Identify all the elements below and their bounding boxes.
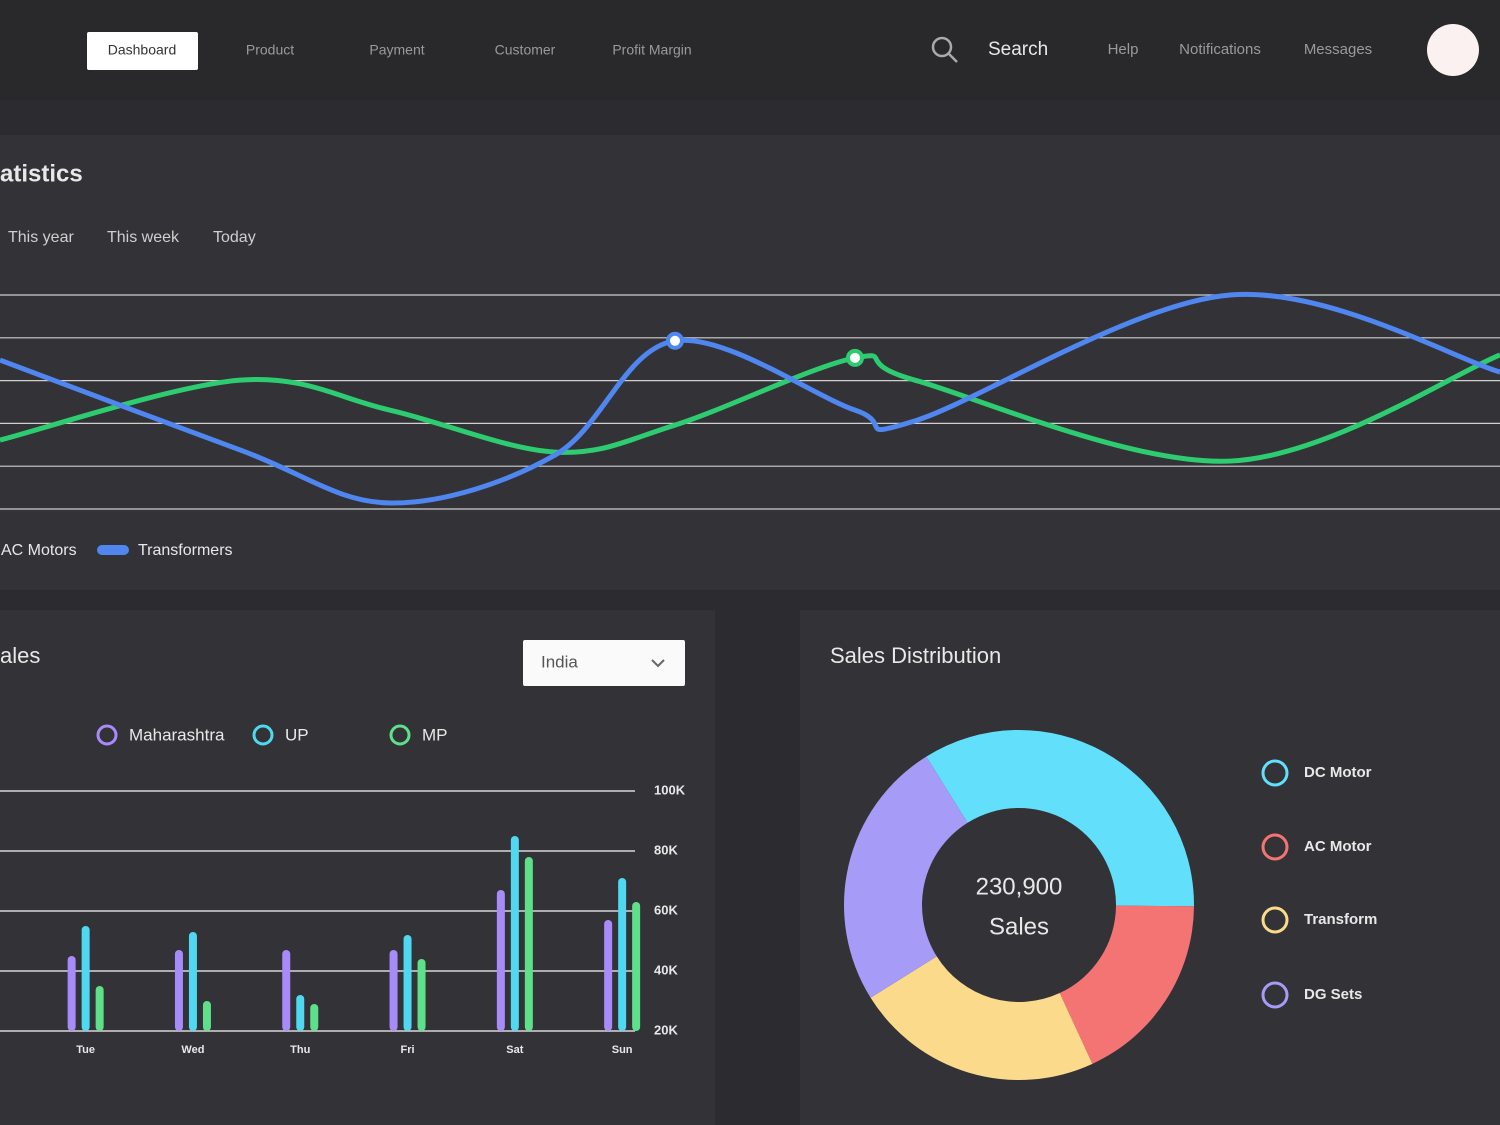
- dropdown[interactable]: [523, 640, 685, 686]
- y-tick-label: 80K: [654, 842, 678, 857]
- search[interactable]: Search: [988, 39, 1048, 60]
- bar: [174, 950, 183, 1031]
- legend-label: Transformers: [138, 542, 233, 559]
- legend-label: UP: [285, 725, 309, 744]
- tab[interactable]: This week: [107, 229, 180, 246]
- legend-marker: [1261, 759, 1289, 787]
- bar: [389, 950, 398, 1031]
- nav-link[interactable]: Messages: [1304, 41, 1372, 58]
- sales-panel: [0, 610, 715, 1125]
- y-tick-label: 40K: [654, 962, 678, 977]
- y-tick-label: 60K: [654, 902, 678, 917]
- bar: [524, 857, 533, 1031]
- legend-marker: [1261, 981, 1289, 1009]
- x-tick-label: Sun: [612, 1044, 633, 1056]
- legend-marker: [96, 724, 118, 746]
- donut-slice: [870, 956, 1093, 1080]
- nav-item[interactable]: Profit Margin: [612, 42, 691, 58]
- donut-slice: [843, 756, 968, 998]
- bar: [296, 995, 305, 1031]
- bar: [632, 902, 641, 1031]
- panel-title: Sales Distribution: [830, 643, 1001, 668]
- nav-item[interactable]: Customer: [495, 42, 556, 58]
- nav-item[interactable]: Product: [246, 42, 294, 58]
- bar: [417, 959, 426, 1031]
- x-tick-label: Thu: [290, 1044, 310, 1056]
- nav-link[interactable]: Help: [1108, 41, 1139, 58]
- bar: [67, 956, 76, 1031]
- y-tick-label: 100K: [654, 782, 686, 797]
- nav-active: [87, 32, 198, 70]
- donut-slice: [1059, 905, 1194, 1064]
- x-tick-label: Tue: [76, 1044, 95, 1056]
- line: [0, 352, 1500, 464]
- legend-swatch: [97, 545, 129, 555]
- tab[interactable]: This year: [8, 229, 74, 246]
- legend-label: DC Motor: [1304, 764, 1372, 781]
- center-text: Sales: [989, 913, 1049, 940]
- bar: [81, 926, 90, 1031]
- bar: [95, 986, 104, 1031]
- center-value: 230,900: [976, 873, 1063, 900]
- bar: [604, 920, 613, 1031]
- legend-label: DG Sets: [1304, 986, 1362, 1003]
- legend-marker: [1261, 833, 1289, 861]
- legend-label: AC Motor: [1304, 838, 1372, 855]
- line: [0, 291, 1500, 506]
- bar: [496, 890, 505, 1031]
- donut-slice: [926, 730, 1194, 907]
- panel-title: ales: [0, 643, 40, 668]
- x-tick-label: Wed: [181, 1044, 204, 1056]
- point-marker: [666, 331, 684, 350]
- point-marker: [846, 348, 864, 367]
- bar: [188, 932, 197, 1031]
- dropdown-value[interactable]: India: [541, 652, 578, 671]
- nav-item[interactable]: Dashboard: [108, 42, 177, 58]
- legend-marker: [252, 724, 274, 746]
- search-icon: [948, 53, 958, 63]
- bar: [282, 950, 291, 1031]
- nav-item[interactable]: Payment: [369, 42, 424, 58]
- bar: [310, 1004, 319, 1031]
- x-tick-label: Fri: [401, 1044, 415, 1056]
- legend-label: Transformer: [1304, 911, 1392, 928]
- statistics-panel: [0, 135, 1500, 590]
- panel-title: atistics: [0, 160, 83, 187]
- bar: [510, 836, 519, 1031]
- legend-label: AC Motors: [1, 542, 77, 559]
- legend-marker: [389, 724, 411, 746]
- legend-label: Maharashtra: [129, 725, 225, 744]
- tab[interactable]: Today: [213, 229, 256, 246]
- legend-marker: [1261, 906, 1289, 934]
- bar: [403, 935, 412, 1031]
- nav-bar: [0, 0, 1500, 100]
- bar: [618, 878, 627, 1031]
- search-icon[interactable]: [931, 36, 953, 58]
- bar: [202, 1001, 211, 1031]
- legend-label: MP: [422, 725, 448, 744]
- nav-link[interactable]: Notifications: [1179, 41, 1261, 58]
- x-tick-label: Sat: [506, 1044, 523, 1056]
- avatar[interactable]: [1427, 24, 1479, 76]
- y-tick-label: 20K: [654, 1022, 678, 1037]
- dropdown-arrow: [651, 659, 665, 668]
